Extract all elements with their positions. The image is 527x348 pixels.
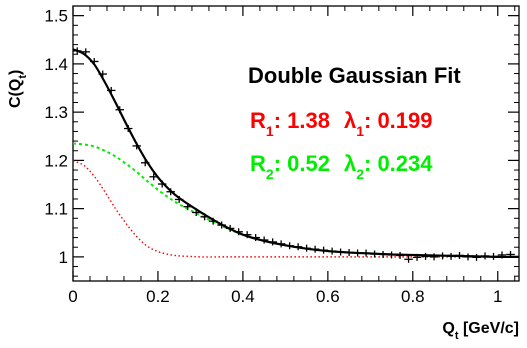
data-point bbox=[191, 208, 201, 216]
data-point bbox=[412, 253, 422, 261]
data-point bbox=[378, 250, 388, 258]
data-point bbox=[123, 125, 133, 133]
x-tick-label: 0.6 bbox=[316, 287, 340, 306]
data-point bbox=[404, 255, 413, 263]
x-axis-title-rest: [GeV/c] bbox=[459, 320, 519, 337]
points-layer bbox=[73, 47, 515, 263]
data-point bbox=[208, 217, 218, 225]
data-point bbox=[480, 252, 490, 260]
x-tick-label: 0.2 bbox=[146, 287, 170, 306]
r1-label: R bbox=[250, 108, 266, 133]
r1-sub: 1 bbox=[266, 123, 274, 139]
data-point bbox=[446, 252, 456, 260]
data-point bbox=[115, 106, 124, 114]
data-point bbox=[421, 252, 430, 260]
total-fit-curve bbox=[72, 48, 520, 259]
data-point bbox=[89, 57, 99, 65]
r1-value: : 1.38 bbox=[274, 108, 330, 133]
y-axis-title-main: C(Q bbox=[7, 79, 24, 108]
data-point bbox=[387, 251, 396, 259]
data-point bbox=[183, 203, 192, 211]
y-axis-title: C(Qt) bbox=[7, 70, 29, 108]
data-point bbox=[472, 253, 481, 261]
lambda2-label: λ bbox=[344, 151, 356, 176]
data-point bbox=[336, 248, 345, 256]
data-point bbox=[506, 250, 515, 258]
data-point bbox=[166, 188, 175, 196]
gaussian-2-curve bbox=[72, 142, 520, 258]
data-point bbox=[310, 245, 320, 253]
data-point bbox=[259, 236, 269, 244]
r2-sub: 2 bbox=[266, 166, 274, 182]
data-point bbox=[361, 249, 371, 257]
data-point bbox=[489, 252, 498, 260]
data-point bbox=[157, 180, 167, 188]
data-point bbox=[174, 195, 184, 203]
data-point bbox=[234, 228, 243, 236]
data-point bbox=[149, 173, 158, 181]
data-point bbox=[73, 47, 82, 55]
data-point bbox=[81, 48, 90, 56]
lambda2-sub: 2 bbox=[356, 166, 364, 182]
data-point bbox=[293, 243, 303, 251]
data-point bbox=[276, 240, 286, 248]
lambda1-value: : 0.199 bbox=[364, 108, 433, 133]
x-axis-title-main: Q bbox=[442, 320, 454, 337]
data-point bbox=[395, 251, 405, 259]
data-point bbox=[429, 253, 439, 261]
r2-label: R bbox=[250, 151, 266, 176]
data-point bbox=[463, 253, 473, 261]
data-point bbox=[106, 86, 116, 94]
data-point bbox=[285, 242, 294, 250]
data-point bbox=[353, 249, 362, 257]
y-tick-label: 1.5 bbox=[44, 7, 68, 26]
data-point bbox=[132, 142, 141, 150]
x-tick-label: 1 bbox=[493, 287, 502, 306]
data-point bbox=[251, 234, 260, 242]
fit-param-line-1: R1: 1.38 λ1: 0.199 bbox=[250, 108, 433, 139]
x-axis-title-sub: t bbox=[455, 330, 459, 342]
data-point bbox=[455, 251, 464, 259]
ticks-layer: 0 0.2 0.4 0.6 0.8 1 1 1.1 1.2 1.3 1.4 1.5 bbox=[44, 5, 519, 306]
lambda1-label: λ bbox=[344, 108, 356, 133]
y-tick-label: 1.4 bbox=[44, 55, 68, 74]
data-point bbox=[438, 252, 447, 260]
data-point bbox=[242, 231, 252, 239]
data-point bbox=[497, 251, 507, 259]
fit-title: Double Gaussian Fit bbox=[248, 63, 461, 88]
data-point bbox=[302, 244, 311, 252]
lambda1-sub: 1 bbox=[356, 123, 364, 139]
x-tick-label: 0.8 bbox=[401, 287, 425, 306]
y-axis-title-sub: t bbox=[17, 75, 29, 79]
fit-param-line-2: R2: 0.52 λ2: 0.234 bbox=[250, 151, 433, 182]
y-tick-label: 1 bbox=[59, 248, 68, 267]
data-point bbox=[344, 249, 354, 257]
y-axis-title-rest: ) bbox=[7, 70, 24, 75]
y-tick-label: 1.1 bbox=[44, 200, 68, 219]
data-point bbox=[98, 70, 107, 78]
x-axis-title: Qt [GeV/c] bbox=[442, 320, 519, 342]
x-tick-label: 0 bbox=[68, 287, 77, 306]
data-point bbox=[370, 250, 379, 258]
x-tick-label: 0.4 bbox=[231, 287, 255, 306]
data-point bbox=[268, 238, 277, 246]
r2-value: : 0.52 bbox=[274, 151, 330, 176]
data-point bbox=[217, 221, 226, 229]
y-tick-label: 1.2 bbox=[44, 151, 68, 170]
data-point bbox=[319, 246, 328, 254]
data-point bbox=[225, 224, 235, 232]
data-point bbox=[200, 213, 209, 221]
y-tick-label: 1.3 bbox=[44, 103, 68, 122]
data-point bbox=[140, 159, 150, 167]
data-point bbox=[327, 247, 337, 255]
lambda2-value: : 0.234 bbox=[364, 151, 433, 176]
